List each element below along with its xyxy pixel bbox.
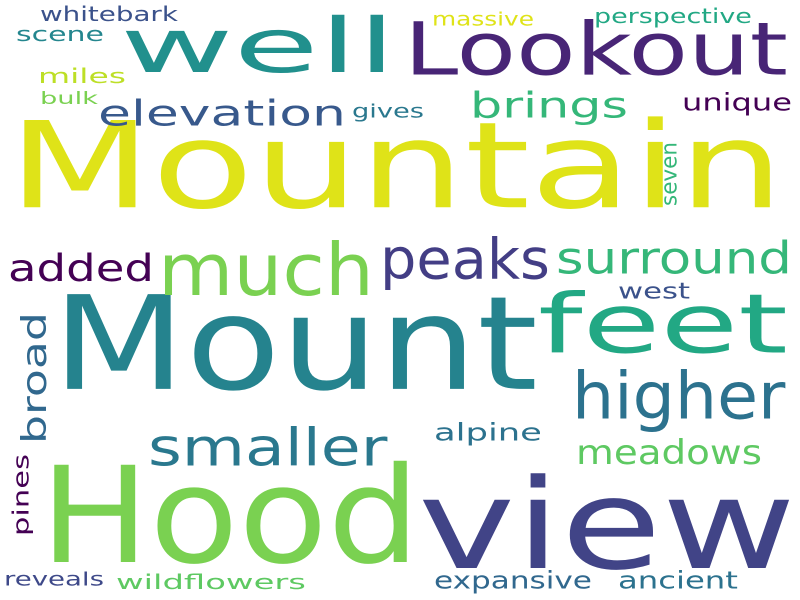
- word-miles: miles: [38, 65, 126, 88]
- word-meadows: meadows: [576, 432, 762, 472]
- word-ancient: ancient: [618, 566, 738, 594]
- word-higher: higher: [572, 358, 786, 434]
- word-mount: Mount: [52, 268, 538, 420]
- word-reveals: reveals: [4, 568, 104, 590]
- word-brings: brings: [470, 85, 628, 127]
- word-peaks: peaks: [380, 227, 550, 292]
- word-smaller: smaller: [148, 418, 388, 478]
- word-surround: surround: [556, 232, 792, 284]
- word-view: view: [418, 453, 796, 598]
- word-west: west: [618, 279, 690, 305]
- word-seven: seven: [657, 142, 682, 206]
- word-whitebark: whitebark: [40, 2, 179, 26]
- word-expansive: expansive: [434, 566, 592, 594]
- word-much: much: [158, 228, 374, 312]
- word-added: added: [8, 246, 154, 290]
- word-mountain: Mountain: [8, 97, 784, 236]
- word-perspective: perspective: [594, 4, 752, 28]
- word-elevation: elevation: [98, 92, 346, 134]
- word-scene: scene: [16, 23, 104, 47]
- word-massive: massive: [432, 9, 534, 30]
- word-unique: unique: [682, 88, 792, 116]
- word-well: well: [120, 3, 396, 91]
- word-broad: broad: [14, 312, 55, 444]
- word-hood: Hood: [40, 438, 420, 594]
- word-alpine: alpine: [434, 419, 542, 447]
- word-pines: pines: [9, 454, 35, 536]
- word-lookout: Lookout: [404, 7, 788, 92]
- word-bulk: bulk: [40, 89, 99, 109]
- word-wildflowers: wildflowers: [116, 570, 306, 594]
- word-gives: gives: [352, 100, 424, 122]
- word-feet: feet: [538, 277, 788, 372]
